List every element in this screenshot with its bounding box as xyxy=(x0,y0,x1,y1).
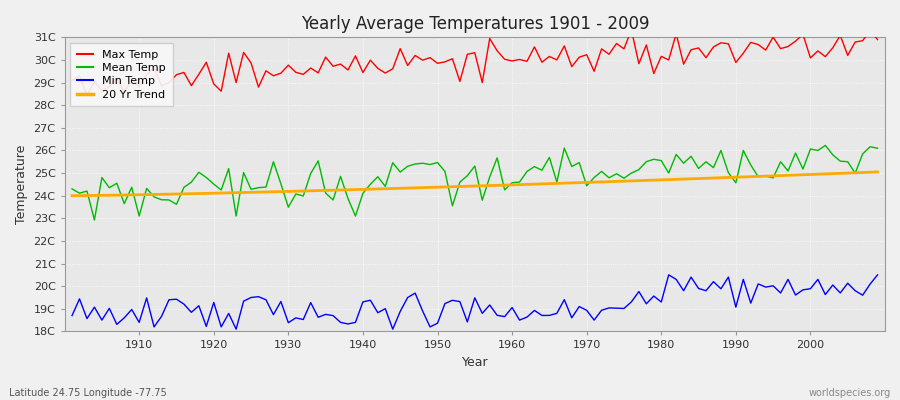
Text: worldspecies.org: worldspecies.org xyxy=(809,388,891,398)
Title: Yearly Average Temperatures 1901 - 2009: Yearly Average Temperatures 1901 - 2009 xyxy=(301,15,649,33)
Legend: Max Temp, Mean Temp, Min Temp, 20 Yr Trend: Max Temp, Mean Temp, Min Temp, 20 Yr Tre… xyxy=(70,43,173,106)
Y-axis label: Temperature: Temperature xyxy=(15,145,28,224)
Text: Latitude 24.75 Longitude -77.75: Latitude 24.75 Longitude -77.75 xyxy=(9,388,166,398)
X-axis label: Year: Year xyxy=(462,356,488,369)
